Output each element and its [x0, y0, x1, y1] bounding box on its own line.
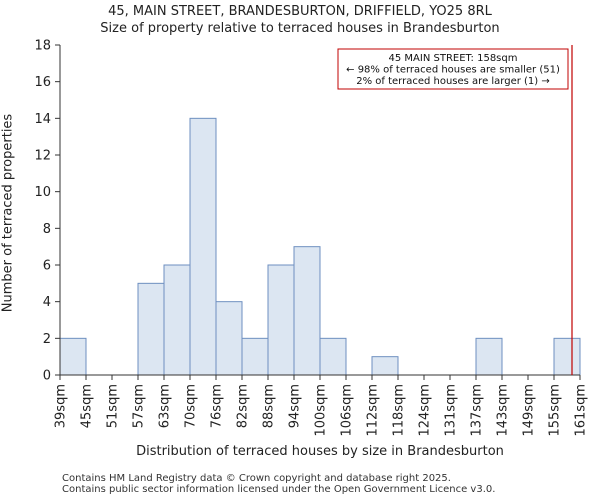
annotation-line-3: 2% of terraced houses are larger (1) → [356, 76, 550, 87]
y-tick-label: 10 [34, 185, 51, 200]
y-tick-label: 6 [43, 259, 51, 274]
footer-licence: Contains public sector information licen… [62, 484, 496, 495]
x-tick-label: 94sqm [288, 384, 303, 428]
y-tick-label: 16 [34, 75, 51, 90]
x-tick-label: 57sqm [132, 384, 147, 428]
y-tick-label: 12 [34, 149, 51, 164]
x-tick-label: 76sqm [210, 384, 225, 428]
histogram-bar [137, 282, 165, 376]
x-tick-label: 155sqm [548, 384, 563, 437]
x-tick-label: 51sqm [106, 384, 121, 428]
histogram-bar [267, 264, 295, 376]
x-tick-label: 112sqm [366, 384, 381, 437]
x-tick-label: 70sqm [184, 384, 199, 428]
histogram-bar [293, 246, 321, 376]
annotation-line-2: ← 98% of terraced houses are smaller (51… [346, 65, 560, 76]
chart-subtitle: Size of property relative to terraced ho… [100, 21, 500, 36]
x-tick-label: 137sqm [470, 384, 485, 437]
histogram-bar [59, 337, 87, 376]
histogram-bar [189, 117, 217, 376]
y-tick-label: 14 [34, 112, 51, 127]
x-tick-label: 161sqm [574, 384, 589, 437]
x-tick-label: 118sqm [392, 384, 407, 437]
x-axis-label: Distribution of terraced houses by size … [136, 444, 504, 459]
histogram-bar [215, 301, 243, 376]
x-tick-label: 131sqm [444, 384, 459, 437]
x-tick-label: 106sqm [340, 384, 355, 437]
y-tick-label: 0 [43, 369, 51, 384]
x-tick-label: 45sqm [80, 384, 95, 428]
histogram-bar [241, 337, 269, 376]
annotation-box [337, 48, 569, 90]
histogram-bar [475, 337, 503, 376]
histogram-bar [163, 264, 191, 376]
histogram-bar [371, 356, 399, 376]
x-tick-label: 149sqm [522, 384, 537, 437]
x-tick-label: 63sqm [158, 384, 173, 428]
footer-copyright: Contains HM Land Registry data © Crown c… [62, 473, 451, 484]
y-tick-label: 4 [43, 295, 51, 310]
y-tick-label: 2 [43, 332, 51, 347]
y-tick-label: 18 [34, 39, 51, 54]
x-tick-label: 82sqm [236, 384, 251, 428]
y-tick-label: 8 [43, 222, 51, 237]
x-tick-label: 124sqm [418, 384, 433, 437]
histogram-bar [553, 337, 581, 376]
y-axis-label: Number of terraced properties [0, 113, 16, 313]
x-tick-label: 88sqm [262, 384, 277, 428]
chart-title: 45, MAIN STREET, BRANDESBURTON, DRIFFIEL… [108, 4, 492, 19]
x-tick-label: 143sqm [496, 384, 511, 437]
x-tick-label: 39sqm [54, 384, 69, 428]
histogram-bar [319, 337, 347, 376]
x-tick-label: 100sqm [314, 384, 329, 437]
annotation-line-1: 45 MAIN STREET: 158sqm [389, 53, 518, 64]
